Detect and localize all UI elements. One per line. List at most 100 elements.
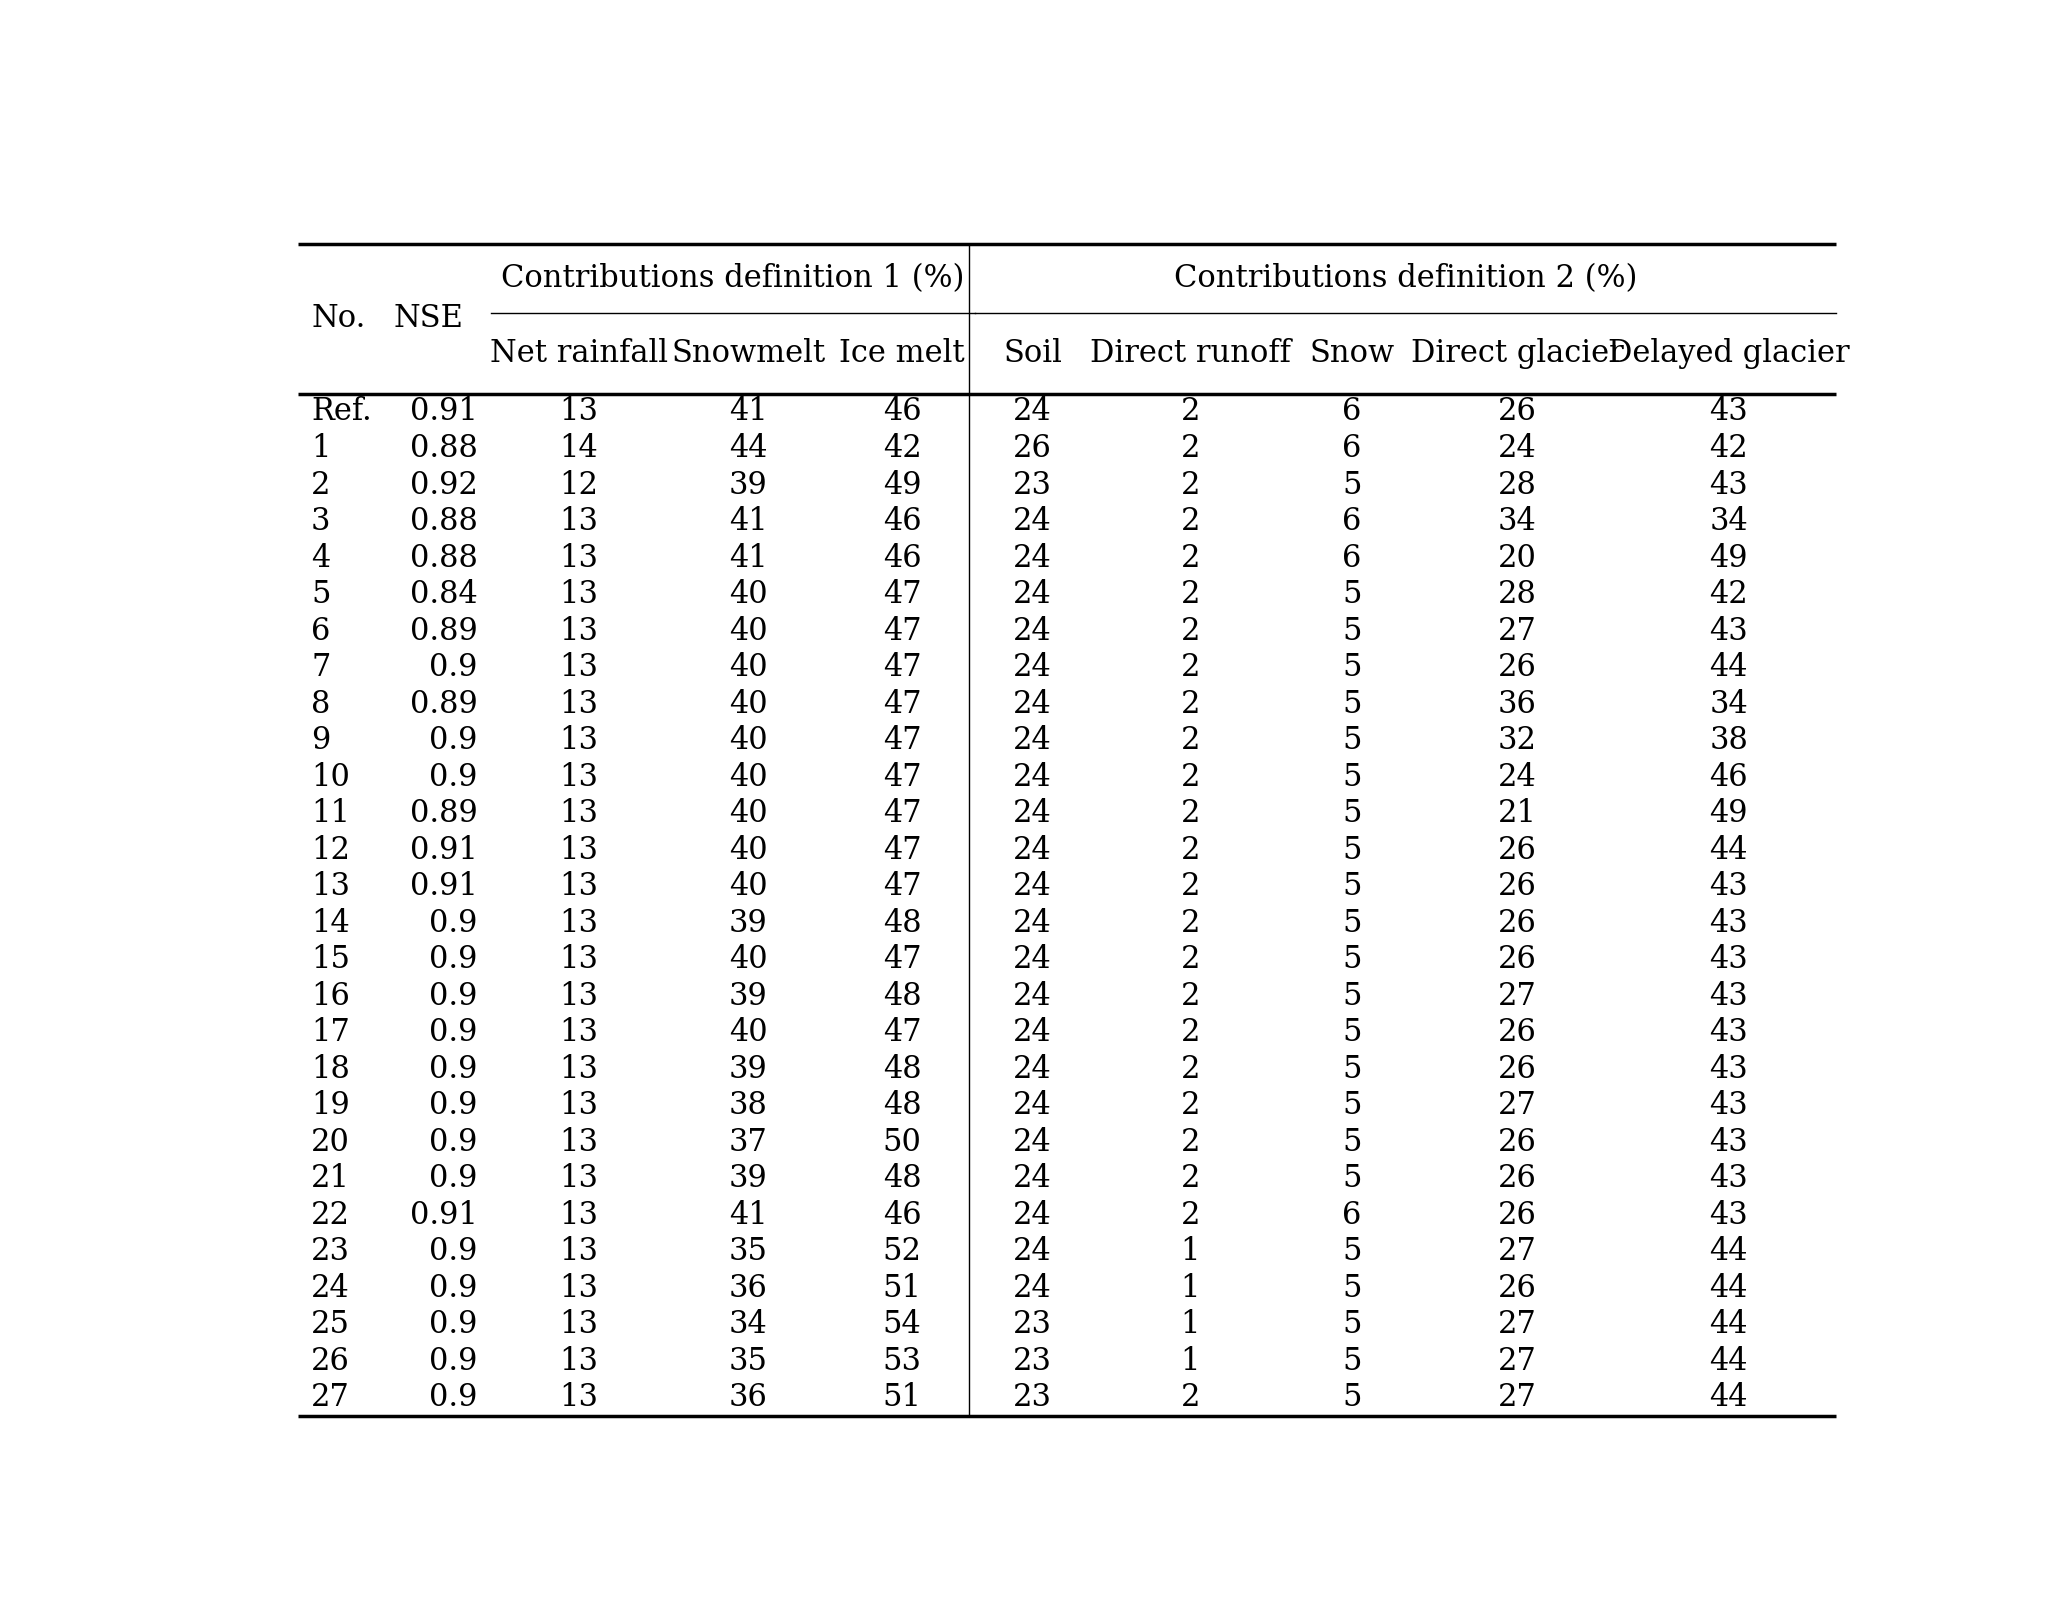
Text: 26: 26 bbox=[1499, 871, 1536, 902]
Text: 24: 24 bbox=[1013, 908, 1052, 939]
Text: 47: 47 bbox=[883, 688, 922, 719]
Text: 26: 26 bbox=[312, 1345, 349, 1376]
Text: 2: 2 bbox=[1180, 1162, 1201, 1195]
Text: 52: 52 bbox=[883, 1237, 922, 1268]
Text: 40: 40 bbox=[730, 725, 767, 756]
Text: 42: 42 bbox=[1709, 580, 1749, 610]
Text: 25: 25 bbox=[312, 1310, 349, 1341]
Text: 3: 3 bbox=[312, 507, 331, 538]
Text: Snow: Snow bbox=[1308, 338, 1395, 369]
Text: 2: 2 bbox=[1180, 835, 1201, 866]
Text: 13: 13 bbox=[560, 688, 599, 719]
Text: 1: 1 bbox=[1180, 1237, 1201, 1268]
Text: 47: 47 bbox=[883, 652, 922, 683]
Text: 24: 24 bbox=[1013, 1054, 1052, 1085]
Text: 12: 12 bbox=[312, 835, 349, 866]
Text: 46: 46 bbox=[883, 542, 922, 573]
Text: 26: 26 bbox=[1013, 432, 1052, 465]
Text: 26: 26 bbox=[1499, 1162, 1536, 1195]
Text: 23: 23 bbox=[1013, 1310, 1052, 1341]
Text: 1: 1 bbox=[1180, 1310, 1201, 1341]
Text: 47: 47 bbox=[883, 615, 922, 646]
Text: 24: 24 bbox=[1013, 507, 1052, 538]
Text: 13: 13 bbox=[560, 1237, 599, 1268]
Text: 18: 18 bbox=[312, 1054, 349, 1085]
Text: 35: 35 bbox=[730, 1345, 767, 1376]
Text: 24: 24 bbox=[1013, 1162, 1052, 1195]
Text: 27: 27 bbox=[1499, 981, 1536, 1012]
Text: 43: 43 bbox=[1709, 1017, 1749, 1047]
Text: 40: 40 bbox=[730, 1017, 767, 1047]
Text: 5: 5 bbox=[1341, 1017, 1362, 1047]
Text: 24: 24 bbox=[1013, 1090, 1052, 1120]
Text: 2: 2 bbox=[1180, 615, 1201, 646]
Text: 5: 5 bbox=[1341, 1310, 1362, 1341]
Text: 13: 13 bbox=[560, 397, 599, 427]
Text: 13: 13 bbox=[560, 835, 599, 866]
Text: 2: 2 bbox=[1180, 1383, 1201, 1413]
Text: 44: 44 bbox=[1709, 1345, 1749, 1376]
Text: 8: 8 bbox=[312, 688, 331, 719]
Text: 24: 24 bbox=[312, 1273, 349, 1303]
Text: 36: 36 bbox=[730, 1383, 767, 1413]
Text: 21: 21 bbox=[312, 1162, 349, 1195]
Text: 5: 5 bbox=[1341, 1054, 1362, 1085]
Text: 24: 24 bbox=[1499, 432, 1536, 465]
Text: 0.9: 0.9 bbox=[430, 725, 477, 756]
Text: 14: 14 bbox=[560, 432, 599, 465]
Text: 42: 42 bbox=[883, 432, 922, 465]
Text: 43: 43 bbox=[1709, 1200, 1749, 1230]
Text: 34: 34 bbox=[730, 1310, 767, 1341]
Text: Contributions definition 1 (%): Contributions definition 1 (%) bbox=[500, 262, 965, 295]
Text: Delayed glacier: Delayed glacier bbox=[1608, 338, 1850, 369]
Text: 24: 24 bbox=[1013, 1017, 1052, 1047]
Text: 13: 13 bbox=[560, 1273, 599, 1303]
Text: 0.91: 0.91 bbox=[409, 1200, 477, 1230]
Text: 34: 34 bbox=[1499, 507, 1536, 538]
Text: Direct runoff: Direct runoff bbox=[1089, 338, 1290, 369]
Text: 43: 43 bbox=[1709, 470, 1749, 500]
Text: 46: 46 bbox=[883, 507, 922, 538]
Text: Direct glacier: Direct glacier bbox=[1412, 338, 1623, 369]
Text: 40: 40 bbox=[730, 944, 767, 975]
Text: 47: 47 bbox=[883, 725, 922, 756]
Text: 24: 24 bbox=[1013, 871, 1052, 902]
Text: 43: 43 bbox=[1709, 871, 1749, 902]
Text: 26: 26 bbox=[1499, 1017, 1536, 1047]
Text: 13: 13 bbox=[560, 1017, 599, 1047]
Text: 1: 1 bbox=[312, 432, 331, 465]
Text: 49: 49 bbox=[883, 470, 922, 500]
Text: 40: 40 bbox=[730, 835, 767, 866]
Text: 5: 5 bbox=[1341, 908, 1362, 939]
Text: 2: 2 bbox=[1180, 1127, 1201, 1158]
Text: 5: 5 bbox=[1341, 725, 1362, 756]
Text: 5: 5 bbox=[1341, 1273, 1362, 1303]
Text: 6: 6 bbox=[1341, 432, 1362, 465]
Text: 2: 2 bbox=[312, 470, 331, 500]
Text: 17: 17 bbox=[312, 1017, 349, 1047]
Text: 44: 44 bbox=[1709, 1237, 1749, 1268]
Text: 46: 46 bbox=[883, 1200, 922, 1230]
Text: 13: 13 bbox=[560, 1200, 599, 1230]
Text: 0.9: 0.9 bbox=[430, 1162, 477, 1195]
Text: 0.89: 0.89 bbox=[409, 615, 477, 646]
Text: 27: 27 bbox=[1499, 615, 1536, 646]
Text: 13: 13 bbox=[560, 1162, 599, 1195]
Text: 24: 24 bbox=[1013, 1200, 1052, 1230]
Text: 41: 41 bbox=[730, 542, 767, 573]
Text: 5: 5 bbox=[1341, 835, 1362, 866]
Text: 27: 27 bbox=[1499, 1383, 1536, 1413]
Text: 24: 24 bbox=[1013, 944, 1052, 975]
Text: 37: 37 bbox=[730, 1127, 767, 1158]
Text: 34: 34 bbox=[1709, 507, 1749, 538]
Text: 35: 35 bbox=[730, 1237, 767, 1268]
Text: Contributions definition 2 (%): Contributions definition 2 (%) bbox=[1174, 262, 1637, 295]
Text: 0.9: 0.9 bbox=[430, 944, 477, 975]
Text: 27: 27 bbox=[312, 1383, 349, 1413]
Text: 0.89: 0.89 bbox=[409, 798, 477, 829]
Text: 40: 40 bbox=[730, 761, 767, 793]
Text: 32: 32 bbox=[1499, 725, 1536, 756]
Text: 24: 24 bbox=[1499, 761, 1536, 793]
Text: 51: 51 bbox=[883, 1383, 922, 1413]
Text: 13: 13 bbox=[560, 725, 599, 756]
